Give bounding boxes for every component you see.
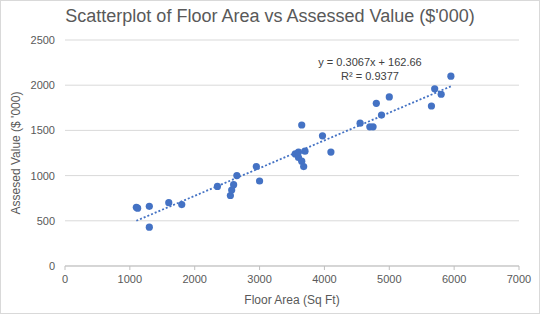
x-tick-label: 3000 [247,273,271,285]
x-tick-label: 5000 [377,273,401,285]
y-tick-label: 2000 [31,79,55,91]
y-axis-label: Assesed Value ($ '000) [9,92,23,215]
point [230,181,237,188]
x-tick-label: 6000 [442,273,466,285]
grid-line [65,40,519,41]
point [373,100,380,107]
point [256,177,263,184]
point [327,148,334,155]
point [134,205,141,212]
y-tick-label: 2500 [31,34,55,46]
x-tick-label: 7000 [507,273,531,285]
x-tick [389,266,390,270]
point [428,102,435,109]
point [319,132,326,139]
x-tick [129,266,130,270]
chart: Scatterplot of Floor Area vs Assessed Va… [0,0,540,314]
grid-line [65,220,519,221]
title: Scatterplot of Floor Area vs Assessed Va… [65,6,474,26]
x-tick [65,266,66,270]
x-axis-label: Floor Area (Sq Ft) [244,293,339,307]
x-tick-label: 4000 [312,273,336,285]
point [301,148,308,155]
grid-line [65,266,519,267]
point [369,123,376,130]
grid-line [65,130,519,131]
point [298,121,305,128]
x-tick [519,266,520,270]
point [447,73,454,80]
point [165,199,172,206]
x-tick-label: 0 [62,273,68,285]
y-tick-label: 1500 [31,124,55,136]
chart-frame [1,1,540,314]
annotation: y = 0.3067x + 162.66 [318,56,421,68]
plot-area [133,73,455,231]
x-tick [259,266,260,270]
annotation: R² = 0.9377 [341,70,399,82]
y-tick-label: 0 [49,260,55,272]
x-tick-label: 2000 [182,273,206,285]
point [300,163,307,170]
grid-line [65,175,519,176]
point [146,224,153,231]
x-tick-label: 1000 [118,273,142,285]
trend-line [136,86,451,220]
x-tick [324,266,325,270]
point [146,203,153,210]
point [386,93,393,100]
x-tick [454,266,455,270]
grid-line [65,85,519,86]
y-tick-label: 500 [37,215,55,227]
point [431,85,438,92]
y-tick-label: 1000 [31,170,55,182]
x-tick [194,266,195,270]
x-axis-line [65,266,519,267]
